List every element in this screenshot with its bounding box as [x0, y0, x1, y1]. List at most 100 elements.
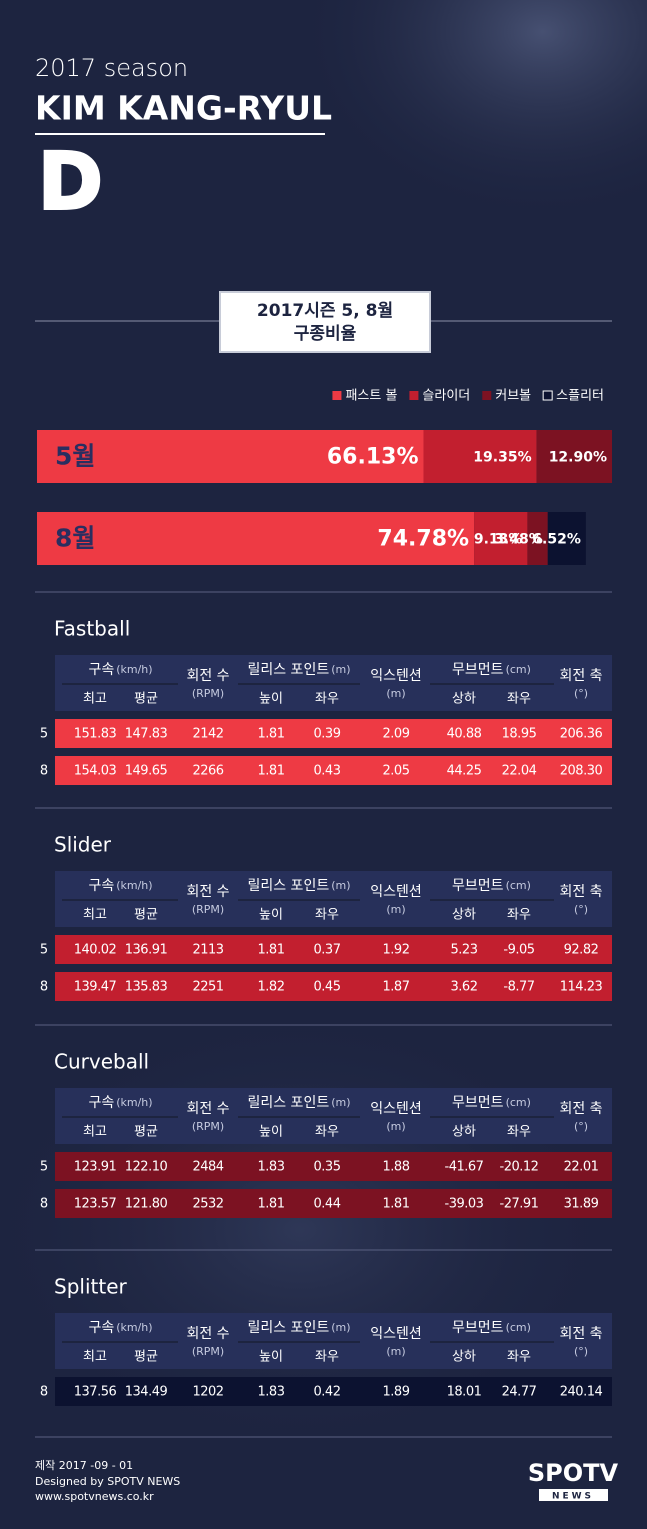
- table-row-bg: [55, 719, 612, 748]
- table-cell: -27.91: [500, 1197, 539, 1212]
- header-label: 구속: [88, 1320, 114, 1336]
- header-label: 릴리스 포인트: [247, 1095, 329, 1111]
- legend-label: 커브볼: [495, 389, 531, 404]
- legend-swatch: [409, 391, 419, 400]
- team-logo: D: [38, 137, 103, 227]
- table-cell: 3.62: [451, 980, 478, 995]
- table-cell: 1.81: [258, 727, 285, 742]
- header-sub: 최고: [83, 908, 107, 923]
- header-label: 회전 축: [559, 668, 602, 684]
- header-unit: (km/h): [116, 663, 152, 676]
- header-label: 회전 축: [559, 1101, 602, 1117]
- table-row-bg: [55, 972, 612, 1001]
- table-cell: 2532: [192, 1197, 223, 1212]
- header-sub: 좌우: [507, 692, 531, 707]
- table-cell: 134.49: [125, 1385, 168, 1400]
- legend-swatch: [542, 390, 553, 401]
- bar-segment: [536, 430, 612, 483]
- row-label: 8: [40, 1197, 48, 1212]
- bar-value-label: 74.78%: [377, 527, 469, 552]
- header-unit: (m): [331, 1321, 350, 1334]
- legend-label: 스플리터: [556, 389, 604, 404]
- table-cell: 139.47: [74, 980, 117, 995]
- table-cell: 18.01: [447, 1385, 482, 1400]
- table-cell: 154.03: [74, 764, 117, 779]
- legend-label: 슬라이더: [422, 389, 470, 404]
- header-sub: 상하: [452, 692, 476, 707]
- header-sub: 평균: [134, 1350, 158, 1365]
- table-cell: 240.14: [560, 1385, 603, 1400]
- table-cell: 0.43: [314, 764, 341, 779]
- header-sub: 평균: [134, 1125, 158, 1140]
- table-cell: 0.45: [314, 980, 341, 995]
- bar-value-label: 3.48%: [494, 532, 543, 548]
- table-cell: 24.77: [502, 1385, 537, 1400]
- footer-credit: Designed by SPOTV NEWS: [35, 1475, 180, 1488]
- header-sub: 좌우: [315, 1125, 339, 1140]
- header-sub: 높이: [259, 908, 283, 923]
- header-label: 무브먼트: [452, 1095, 504, 1111]
- bar-segment: [547, 512, 586, 565]
- bar-segment: [527, 512, 548, 565]
- table-title: Fastball: [54, 617, 130, 641]
- header-sub: 좌우: [315, 692, 339, 707]
- legend-item: 패스트 볼: [332, 389, 397, 404]
- table-cell: 5.23: [451, 943, 478, 958]
- bar-segment: [423, 430, 537, 483]
- bar-value-label: 19.35%: [473, 450, 531, 466]
- row-label: 8: [40, 764, 48, 779]
- table-cell: -8.77: [503, 980, 534, 995]
- legend-swatch: [332, 391, 342, 400]
- row-label: 8: [40, 980, 48, 995]
- header-label: 익스텐션: [370, 1326, 422, 1342]
- table-cell: 1.87: [383, 980, 410, 995]
- table-cell: 22.01: [564, 1160, 599, 1175]
- bar-value-label: 66.13%: [327, 445, 419, 470]
- table-title: Splitter: [54, 1275, 127, 1299]
- header-unit: (RPM): [192, 1345, 224, 1358]
- table-cell: 147.83: [125, 727, 168, 742]
- header-group: 릴리스 포인트 (m): [247, 1095, 350, 1111]
- header-label: 구속: [88, 878, 114, 894]
- header-sub: 상하: [452, 1125, 476, 1140]
- header-unit: (m): [386, 903, 405, 916]
- header-label: 구속: [88, 662, 114, 678]
- header-unit: (km/h): [116, 879, 152, 892]
- header-sub: 높이: [259, 1350, 283, 1365]
- header-sub: 최고: [83, 1125, 107, 1140]
- row-label: 5: [40, 727, 48, 742]
- header-label: 릴리스 포인트: [247, 662, 329, 678]
- header-unit: (cm): [506, 1096, 531, 1109]
- table-cell: 2.09: [383, 727, 410, 742]
- row-label: 5: [40, 1160, 48, 1175]
- header-sub: 좌우: [507, 1125, 531, 1140]
- table-cell: 137.56: [74, 1385, 117, 1400]
- table-cell: 1.83: [258, 1385, 285, 1400]
- table-cell: 1.83: [258, 1160, 285, 1175]
- brand-sub: NEWS: [552, 1492, 594, 1502]
- table-cell: 40.88: [447, 727, 482, 742]
- table-cell: 0.39: [314, 727, 341, 742]
- photo-backdrop: [230, 0, 647, 320]
- row-label: 8: [40, 1385, 48, 1400]
- table-cell: 1.92: [383, 943, 410, 958]
- table-title: Slider: [54, 833, 112, 857]
- header-label: 회전 수: [186, 884, 229, 900]
- header-sub: 높이: [259, 1125, 283, 1140]
- header-label: 익스텐션: [370, 1101, 422, 1117]
- bar-value-label: 9.13%: [474, 532, 523, 548]
- bar-value-label: 12.90%: [549, 450, 607, 466]
- table-cell: -9.05: [503, 943, 534, 958]
- bar-value-label: 6.52%: [532, 532, 581, 548]
- table-cell: -39.03: [445, 1197, 484, 1212]
- header-sub: 좌우: [507, 908, 531, 923]
- header-unit: (km/h): [116, 1096, 152, 1109]
- header-label: 회전 수: [186, 1326, 229, 1342]
- season: 2017 season: [35, 54, 188, 82]
- table-cell: 1.81: [258, 943, 285, 958]
- header-group: 릴리스 포인트 (m): [247, 1320, 350, 1336]
- table-cell: 122.10: [125, 1160, 168, 1175]
- header-sub: 높이: [259, 692, 283, 707]
- table-cell: 44.25: [447, 764, 482, 779]
